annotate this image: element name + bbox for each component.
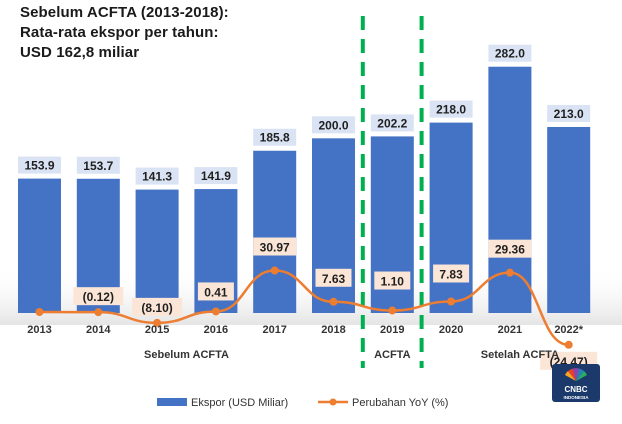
line-label-2016: 0.41 [204, 285, 228, 299]
cnbc-logo: CNBC INDONESIA [552, 364, 600, 402]
bar-label-2021: 282.0 [495, 47, 525, 61]
yoy-point-2015 [153, 318, 162, 327]
line-label-bg-2019 [374, 271, 411, 290]
line-label-bg-2021 [488, 239, 532, 258]
x-tick-2015: 2015 [145, 324, 169, 336]
logo-subtext: INDONESIA [563, 395, 589, 400]
logo-text: CNBC [564, 385, 587, 394]
legend-bar-label: Ekspor (USD Miliar) [191, 397, 288, 409]
bar-label-bg-2014 [76, 156, 120, 174]
bar-label-2018: 200.0 [318, 118, 348, 132]
chart-title-line-1: Sebelum ACFTA (2013-2018): [20, 4, 229, 21]
bar-label-bg-2016 [194, 167, 238, 185]
bar-label-2017: 185.8 [260, 131, 290, 145]
bar-2017 [253, 150, 297, 313]
yoy-point-2018 [329, 297, 338, 306]
legend-line-marker [329, 398, 337, 406]
bar-label-bg-2020 [429, 100, 473, 118]
bar-label-bg-2019 [370, 114, 414, 132]
bar-label-bg-2017 [253, 128, 297, 146]
x-tick-2013: 2013 [27, 324, 51, 336]
legend-line-label: Perubahan YoY (%) [352, 397, 448, 409]
yoy-point-2017 [270, 266, 279, 275]
line-label-bg-2017 [253, 237, 297, 256]
yoy-point-2014 [94, 308, 103, 317]
period-labels: Sebelum ACFTA ACFTA Setelah ACFTA [144, 349, 559, 361]
period-label-3: Setelah ACFTA [481, 349, 559, 361]
x-tick-2021: 2021 [498, 324, 522, 336]
chart-title-line-3: USD 162,8 miliar [20, 44, 140, 61]
legend: Ekspor (USD Miliar) Perubahan YoY (%) [157, 397, 448, 409]
line-label-2021: 29.36 [495, 243, 525, 257]
yoy-point-2021 [505, 268, 514, 277]
bar-label-bg-2022* [547, 104, 591, 122]
bar-labels: 153.9 153.7 141.3 141.9 185.8 200.0 202.2 218.0… [18, 44, 591, 185]
bar-label-bg-2021 [488, 44, 532, 62]
bar-label-2013: 153.9 [24, 159, 54, 173]
bar-label-2022*: 213.0 [554, 107, 584, 121]
line-label-bg-2015 [132, 297, 183, 316]
bar-label-bg-2015 [135, 167, 179, 185]
bar-label-2019: 202.2 [377, 116, 407, 130]
x-tick-2019: 2019 [380, 324, 404, 336]
x-tick-2014: 2014 [86, 324, 111, 336]
yoy-point-2022* [564, 340, 573, 349]
line-label-2017: 30.97 [260, 241, 290, 255]
x-tick-2020: 2020 [439, 324, 463, 336]
period-label-2: ACFTA [374, 349, 411, 361]
bar-2018 [312, 138, 355, 313]
logo-background [552, 364, 600, 402]
period-label-1: Sebelum ACFTA [144, 349, 229, 361]
line-label-bg-2014 [73, 287, 124, 306]
bar-label-2014: 153.7 [83, 159, 113, 173]
period-dividers [360, 16, 424, 368]
x-tick-2017: 2017 [262, 324, 286, 336]
line-label-2018: 7.63 [322, 272, 346, 286]
line-label-2015: (8.10) [141, 301, 172, 315]
bar-label-bg-2018 [312, 116, 355, 134]
line-series [35, 266, 573, 349]
x-tick-2018: 2018 [321, 324, 345, 336]
bar-2020 [429, 122, 473, 313]
x-tick-2022*: 2022* [554, 324, 583, 336]
yoy-point-2013 [35, 308, 44, 316]
bar-label-2015: 141.3 [142, 170, 172, 184]
line-label-2019: 1.10 [381, 275, 405, 289]
chart-title-line-2: Rata-rata ekspor per tahun: [20, 24, 219, 41]
bar-label-2016: 141.9 [201, 169, 231, 183]
line-label-bg-2020 [433, 264, 470, 283]
x-axis-ticks: 2013 2014 2015 2016 2017 2018 2019 2020 2021 2022… [27, 324, 584, 336]
bar-label-bg-2013 [18, 156, 61, 174]
yoy-point-2019 [388, 306, 397, 315]
line-label-2014: (0.12) [83, 290, 114, 304]
bar-2022* [547, 126, 591, 313]
x-tick-2016: 2016 [204, 324, 228, 336]
yoy-point-2020 [447, 297, 456, 306]
peacock-icon [565, 368, 587, 381]
legend-bar-swatch [157, 398, 187, 406]
yoy-point-2016 [211, 307, 220, 316]
line-label-bg-2016 [197, 282, 234, 301]
line-label-2020: 7.83 [439, 268, 463, 282]
bar-label-2020: 218.0 [436, 103, 466, 117]
bar-2013 [18, 178, 61, 313]
bar-2015 [135, 189, 179, 313]
line-label-bg-2018 [315, 268, 352, 287]
yoy-line [39, 269, 569, 347]
